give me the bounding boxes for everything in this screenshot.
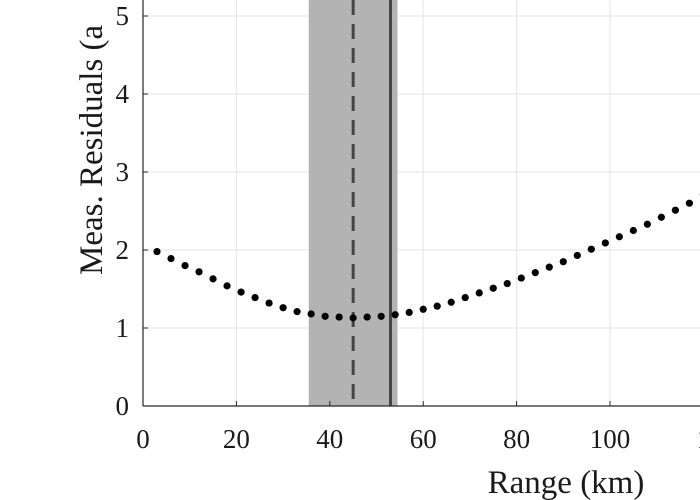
data-point bbox=[237, 288, 245, 296]
x-tick-label: 1 bbox=[697, 424, 700, 454]
data-point bbox=[335, 313, 343, 321]
grid bbox=[143, 0, 700, 406]
y-axis-label: Meas. Residuals (a bbox=[74, 24, 110, 275]
data-point bbox=[307, 310, 315, 318]
data-point bbox=[461, 293, 469, 302]
data-point bbox=[559, 258, 567, 266]
data-point bbox=[433, 302, 441, 310]
data-point bbox=[545, 263, 553, 271]
tick-labels: 0 20 40 60 80 100 1 0 1 2 3 4 5 bbox=[116, 1, 700, 454]
data-point bbox=[447, 298, 455, 306]
data-point bbox=[489, 284, 497, 292]
data-point bbox=[601, 239, 609, 247]
data-point bbox=[671, 206, 679, 214]
x-tick-label: 0 bbox=[136, 424, 150, 454]
y-tick-label: 2 bbox=[116, 235, 130, 265]
x-tick-label: 20 bbox=[223, 424, 250, 454]
data-point bbox=[251, 293, 259, 302]
data-point bbox=[419, 305, 427, 313]
y-tick-label: 5 bbox=[116, 1, 130, 31]
data-point bbox=[181, 262, 189, 270]
data-point bbox=[573, 251, 581, 260]
data-point bbox=[685, 199, 693, 207]
data-point bbox=[377, 312, 385, 320]
data-point bbox=[629, 226, 637, 235]
data-point bbox=[349, 314, 357, 322]
data-point bbox=[209, 275, 217, 283]
y-tick-label: 4 bbox=[116, 79, 130, 109]
data-point bbox=[615, 233, 623, 241]
data-point bbox=[279, 304, 287, 312]
data-point bbox=[503, 279, 511, 288]
data-point bbox=[517, 274, 525, 282]
data-point bbox=[153, 247, 161, 256]
x-tick-label: 100 bbox=[590, 424, 631, 454]
data-point bbox=[293, 308, 301, 316]
data-point bbox=[167, 254, 175, 263]
data-point bbox=[321, 312, 329, 320]
x-tick-label: 80 bbox=[503, 424, 530, 454]
data-point bbox=[405, 308, 413, 316]
vertical-lines-layer bbox=[351, 0, 393, 406]
data-point bbox=[223, 282, 231, 290]
x-tick-label: 40 bbox=[316, 424, 343, 454]
x-axis-label: Range (km) bbox=[488, 465, 645, 500]
data-point bbox=[643, 220, 651, 228]
data-point bbox=[391, 311, 399, 319]
data-point bbox=[195, 268, 203, 276]
y-tick-label: 1 bbox=[116, 313, 130, 343]
x-tick-label: 60 bbox=[410, 424, 437, 454]
y-tick-label: 0 bbox=[116, 391, 130, 421]
data-point bbox=[475, 289, 483, 297]
data-point bbox=[657, 213, 665, 221]
data-point bbox=[265, 299, 273, 307]
data-points bbox=[153, 193, 700, 322]
y-tick-label: 3 bbox=[116, 157, 130, 187]
data-point bbox=[531, 269, 539, 277]
axes bbox=[142, 0, 700, 407]
data-point bbox=[587, 245, 595, 253]
data-point bbox=[363, 313, 371, 321]
